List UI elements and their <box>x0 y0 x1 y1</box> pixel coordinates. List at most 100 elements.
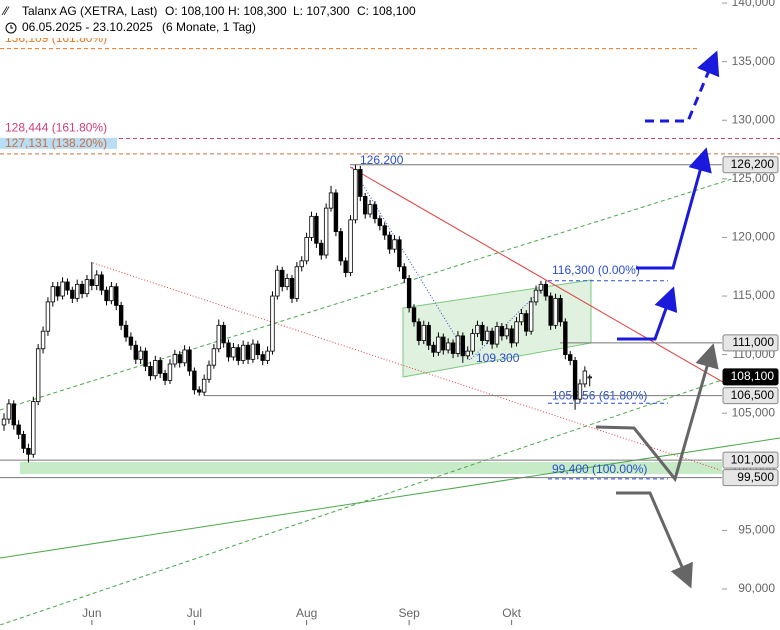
y-tick-label: 105,000 <box>732 405 776 419</box>
candle-body <box>514 321 519 344</box>
candle-body <box>563 321 568 356</box>
candle-body <box>148 365 153 377</box>
clock-icon <box>5 22 17 34</box>
candle-body <box>275 269 280 297</box>
candle-body <box>436 336 441 353</box>
candle-body <box>528 301 534 332</box>
candle-body <box>60 281 65 297</box>
candle-body <box>177 354 182 364</box>
candle-body <box>294 266 300 299</box>
candle-body <box>455 335 461 354</box>
candle-body <box>572 360 578 400</box>
candle-body <box>109 286 114 302</box>
price-box <box>722 334 779 352</box>
candle-body <box>421 324 426 341</box>
candle-body <box>519 313 524 323</box>
candle-body <box>6 403 12 420</box>
candle-body <box>11 403 16 426</box>
candle-body <box>162 372 168 381</box>
price-boxes: 126,200 111,000 108,100 106,500 101,000 99,50… <box>722 156 779 487</box>
chart-title: Talanx AG (XETRA, Last) <box>22 4 157 18</box>
candle-body <box>123 324 129 338</box>
candle-body <box>143 350 148 367</box>
candle-body <box>206 364 212 380</box>
candle-body <box>187 349 192 372</box>
ohlc-open: O: 108,100 <box>165 4 225 18</box>
trend-line <box>349 166 729 386</box>
candle-body <box>319 242 324 256</box>
x-tick-label: Aug <box>296 606 317 620</box>
ohlc-high: H: 108,300 <box>228 4 287 18</box>
candle-body <box>245 344 251 360</box>
candle-body <box>480 324 485 341</box>
annotation: 99,400 (100.00%) <box>552 462 647 476</box>
candle-body <box>50 286 56 303</box>
candle-body <box>118 305 124 326</box>
price-box <box>722 451 779 469</box>
label-bg <box>0 137 117 149</box>
support-zone <box>20 462 722 474</box>
candle-body <box>128 336 134 346</box>
price-box-label: 108,100 <box>731 369 775 383</box>
interval: (6 Monate, 1 Tag) <box>162 20 256 34</box>
arrow <box>645 50 720 123</box>
candle-body <box>333 192 339 232</box>
price-box <box>722 469 779 487</box>
candle-body <box>197 389 202 393</box>
candle-body <box>509 328 514 344</box>
candle-body <box>411 307 417 323</box>
candle-body <box>16 424 21 435</box>
period: 06.05.2025 - 23.10.2025 <box>22 20 153 34</box>
candle-body <box>475 324 480 334</box>
candle-body <box>397 239 402 268</box>
candles <box>1 164 592 463</box>
candle-body <box>494 326 500 345</box>
y-tick-label: 135,000 <box>732 54 776 68</box>
clock-hand <box>10 25 13 29</box>
y-tick-label: 120,000 <box>732 230 776 244</box>
candle-body <box>353 169 358 221</box>
candle-body <box>31 401 36 455</box>
price-box <box>722 387 779 405</box>
candle-body <box>406 278 412 309</box>
candle-body <box>548 295 553 326</box>
candle-body <box>99 274 104 291</box>
candle-body <box>289 278 295 299</box>
candle-body <box>485 330 490 341</box>
arrow <box>616 491 693 589</box>
candle-body <box>582 370 588 385</box>
candle-body <box>153 360 158 377</box>
price-box-label: 126,200 <box>731 157 775 171</box>
candle-body <box>343 260 348 273</box>
candle-body <box>504 328 509 337</box>
annotation: 126.200 <box>360 153 404 167</box>
candle-body <box>265 350 270 361</box>
price-box <box>722 156 779 174</box>
candle-body <box>216 324 221 350</box>
candle-body <box>377 218 383 227</box>
candle-body <box>382 225 387 236</box>
candle-body <box>284 278 290 288</box>
candle-body <box>75 283 80 299</box>
candle-body <box>84 279 90 295</box>
candle-body <box>558 297 563 323</box>
candle-body <box>499 326 505 337</box>
candle-body <box>431 344 436 353</box>
candle-body <box>133 344 138 360</box>
candle-body <box>167 363 173 381</box>
candle-body <box>299 260 304 268</box>
price-box-label: 111,000 <box>732 335 774 349</box>
trend-line <box>0 177 736 411</box>
trend-line <box>0 437 780 559</box>
candle-body <box>240 344 246 361</box>
header-bg <box>0 0 420 38</box>
candle-body <box>226 342 231 358</box>
candle-body <box>255 343 261 356</box>
candle-body <box>40 330 46 350</box>
candle-body <box>21 433 26 449</box>
annotation: 109.300 <box>476 351 520 365</box>
chart-icon: ⁄⁄ <box>1 4 10 18</box>
candle-body <box>392 239 397 250</box>
